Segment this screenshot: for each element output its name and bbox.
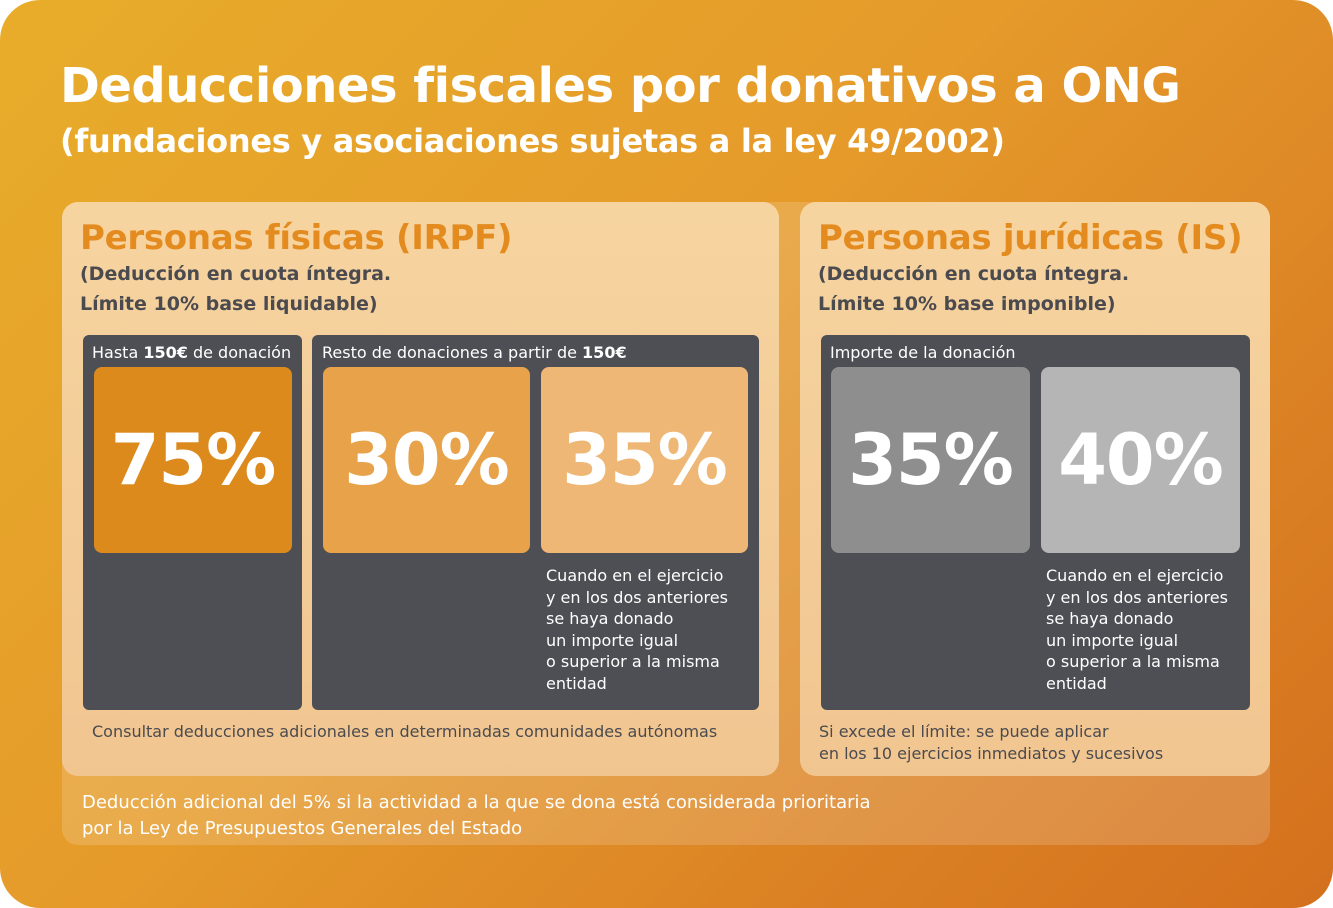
irpf-note-line: un importe igual [546,630,679,650]
is-footnote-line1: Si excede el límite: se puede aplicar [819,722,1109,741]
is-desc-line1: (Deducción en cuota íntegra. [818,263,1130,285]
irpf-desc-line1: (Deducción en cuota íntegra. [80,263,392,285]
is-footnote-line2: en los 10 ejercicios inmediatos y sucesi… [819,744,1164,763]
irpf-tile-35: 35% [541,367,748,553]
is-box: Importe de la donación 35% 40% Cuando en… [821,335,1250,710]
irpf-box2-label-pre: Resto de donaciones a partir de [322,343,583,362]
is-40-condition-note: Cuando en el ejercicio y en los dos ante… [1046,565,1228,694]
is-footnote: Si excede el límite: se puede aplicar en… [819,721,1163,765]
irpf-note-line: Cuando en el ejercicio [546,566,724,585]
page-subtitle: (fundaciones y asociaciones sujetas a la… [60,122,1005,160]
irpf-box1-label-amount: 150€ [143,343,188,362]
is-note-line: un importe igual [1046,630,1179,650]
irpf-box1-label-post: de donación [187,343,292,362]
irpf-note-line: entidad [546,673,607,693]
irpf-box2-label: Resto de donaciones a partir de 150€ [322,343,627,362]
irpf-footnote: Consultar deducciones adicionales en det… [92,722,718,741]
irpf-box-over-150: Resto de donaciones a partir de 150€ 30%… [312,335,759,710]
is-tile-40: 40% [1041,367,1240,553]
irpf-note-line: se haya donado [546,609,674,628]
is-heading: Personas jurídicas (IS) [818,218,1243,258]
irpf-box2-label-amount: 150€ [582,343,627,362]
is-tile-35: 35% [831,367,1030,553]
page-title: Deducciones fiscales por donativos a ONG [60,58,1181,114]
irpf-note-line: o superior a la misma [546,652,720,671]
additional-deduction-line2: por la Ley de Presupuestos Generales del… [82,818,523,839]
irpf-description: (Deducción en cuota íntegra. Límite 10% … [80,259,391,319]
is-note-line: entidad [1046,673,1107,693]
irpf-box-up-to-150: Hasta 150€ de donación 75% [83,335,302,710]
irpf-box1-label: Hasta 150€ de donación [92,343,291,362]
additional-deduction-line1: Deducción adicional del 5% si la activid… [82,792,871,813]
is-note-line: y en los dos anteriores [1046,587,1228,607]
irpf-tile-30: 30% [323,367,530,553]
additional-deduction-note: Deducción adicional del 5% si la activid… [82,790,871,842]
is-note-line: o superior a la misma [1046,652,1220,671]
irpf-35-condition-note: Cuando en el ejercicio y en los dos ante… [546,565,728,694]
irpf-desc-line2: Límite 10% base liquidable) [80,293,378,315]
irpf-box1-label-pre: Hasta [92,343,144,362]
is-box-label: Importe de la donación [830,343,1016,362]
is-note-line: se haya donado [1046,609,1174,628]
is-panel: Personas jurídicas (IS) (Deducción en cu… [800,202,1270,776]
is-note-line: Cuando en el ejercicio [1046,566,1224,585]
irpf-heading: Personas físicas (IRPF) [80,218,513,258]
irpf-panel: Personas físicas (IRPF) (Deducción en cu… [62,202,779,776]
irpf-note-line: y en los dos anteriores [546,587,728,607]
is-description: (Deducción en cuota íntegra. Límite 10% … [818,259,1129,319]
irpf-tile-75: 75% [94,367,292,553]
is-desc-line2: Límite 10% base imponible) [818,293,1116,315]
